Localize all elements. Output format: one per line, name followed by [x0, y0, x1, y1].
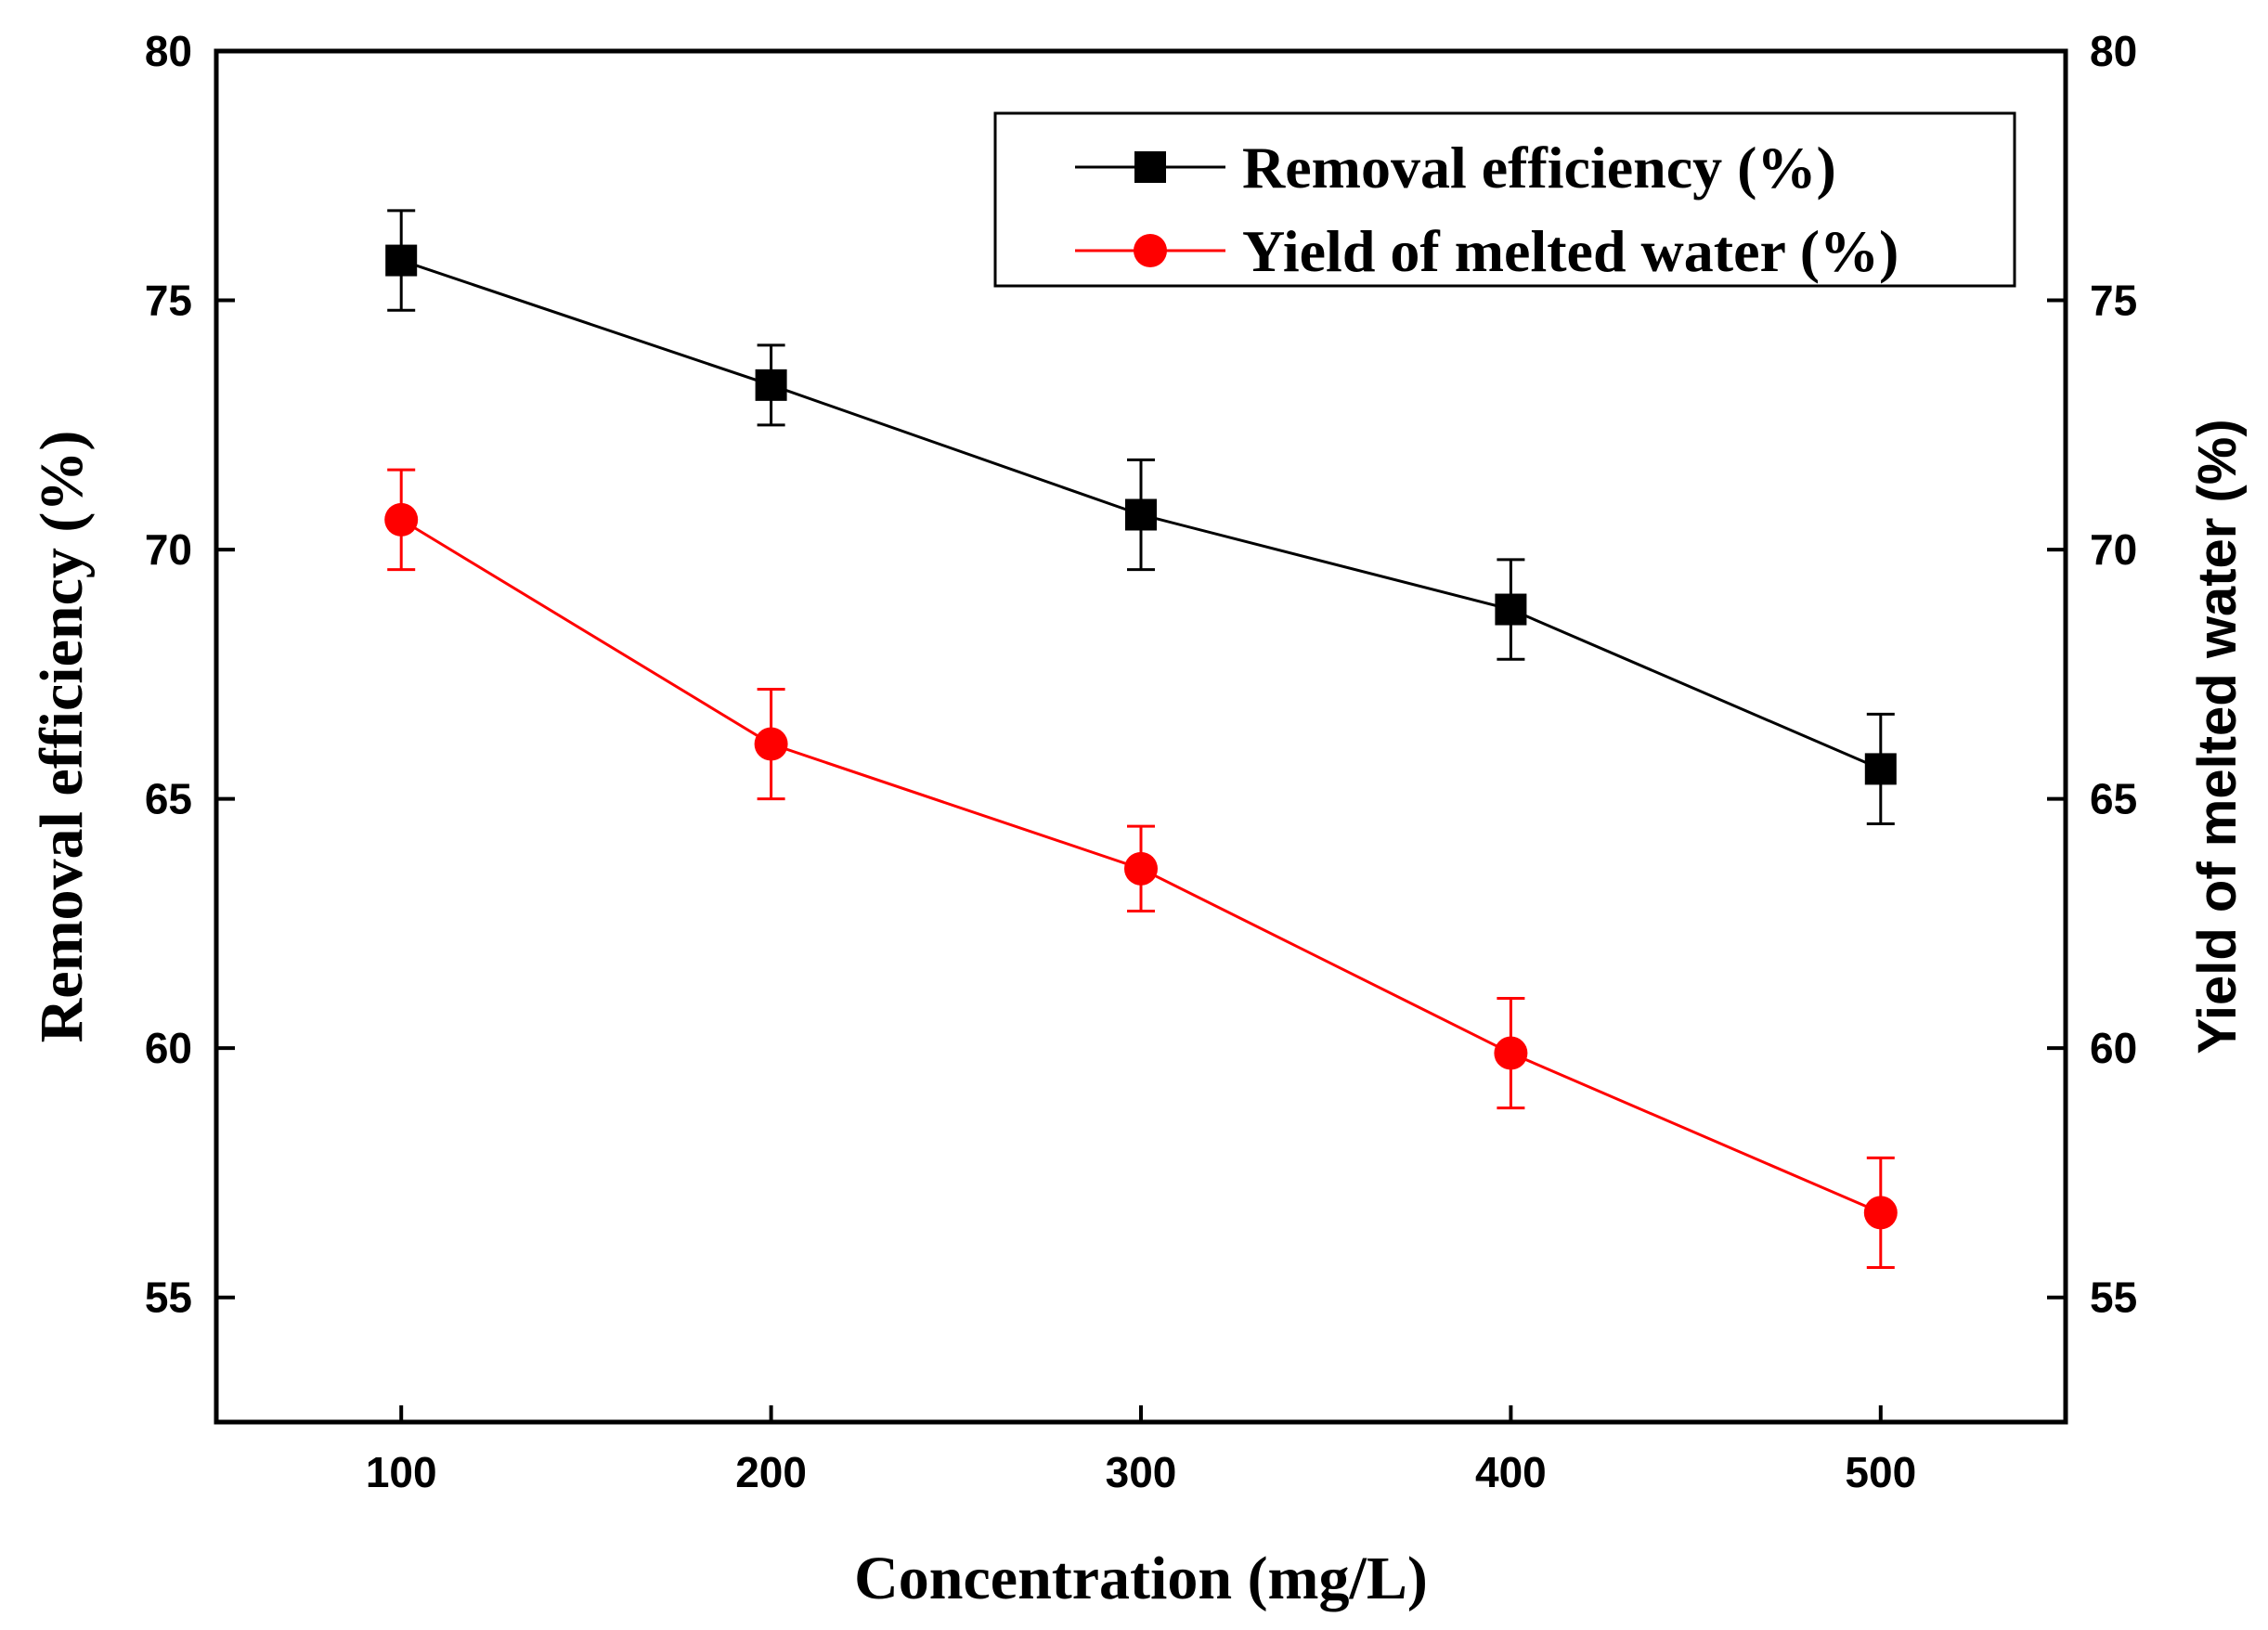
y-tick-label-right: 75 [2090, 277, 2137, 325]
y-tick-label-left: 65 [145, 775, 192, 823]
data-point [1124, 851, 1158, 886]
data-point [384, 502, 419, 537]
series-yield-melted-water [384, 468, 1898, 1270]
data-point [1494, 1036, 1528, 1070]
legend: Removal efficiency (%) Yield of melted wa… [993, 111, 2016, 288]
x-tick-label: 500 [1845, 1448, 1916, 1496]
legend-marker [1134, 234, 1167, 267]
data-point [1125, 498, 1157, 531]
y-axis-title-right: Yield of melted water (%) [2187, 419, 2248, 1054]
y-tick-label-left: 75 [145, 277, 192, 325]
plot-frame [214, 48, 2068, 1425]
y-tick-label-left: 80 [145, 27, 192, 75]
y-tick-label-left: 70 [145, 525, 192, 574]
x-axis-title: Concentration (mg/L) [854, 1545, 1428, 1612]
y-tick-label-right: 70 [2090, 525, 2137, 574]
ticks-layer: 100 200 300 400 500 55 55 60 60 65 65 70 70 75 75 80 80 [145, 27, 2137, 1496]
y-axis-title-left: Removal efficiency (%) [28, 431, 96, 1043]
legend-marker [1134, 151, 1166, 183]
y-tick-label-right: 80 [2090, 27, 2137, 75]
series-removal-efficiency [385, 209, 1897, 825]
legend-entry: Yield of melted water (%) [1075, 218, 1899, 284]
series-layer [384, 209, 1898, 1270]
data-point [1495, 593, 1527, 626]
y-tick-label-left: 60 [145, 1024, 192, 1072]
legend-label: Removal efficiency (%) [1242, 135, 1836, 201]
legend-entries: Removal efficiency (%) Yield of melted wa… [1075, 135, 1899, 284]
data-point [1864, 753, 1897, 785]
x-tick-label: 300 [1106, 1448, 1177, 1496]
legend-label: Yield of melted water (%) [1242, 218, 1899, 284]
y-tick-label-right: 60 [2090, 1024, 2137, 1072]
data-point [1863, 1196, 1898, 1230]
data-point [754, 727, 788, 761]
data-point [755, 369, 787, 401]
x-tick-label: 100 [366, 1448, 437, 1496]
y-tick-label-left: 55 [145, 1274, 192, 1322]
y-tick-label-right: 65 [2090, 775, 2137, 823]
y-tick-label-right: 55 [2090, 1274, 2137, 1322]
x-tick-label: 400 [1475, 1448, 1547, 1496]
data-point [385, 244, 418, 277]
legend-entry: Removal efficiency (%) [1075, 135, 1836, 201]
x-tick-label: 200 [735, 1448, 807, 1496]
